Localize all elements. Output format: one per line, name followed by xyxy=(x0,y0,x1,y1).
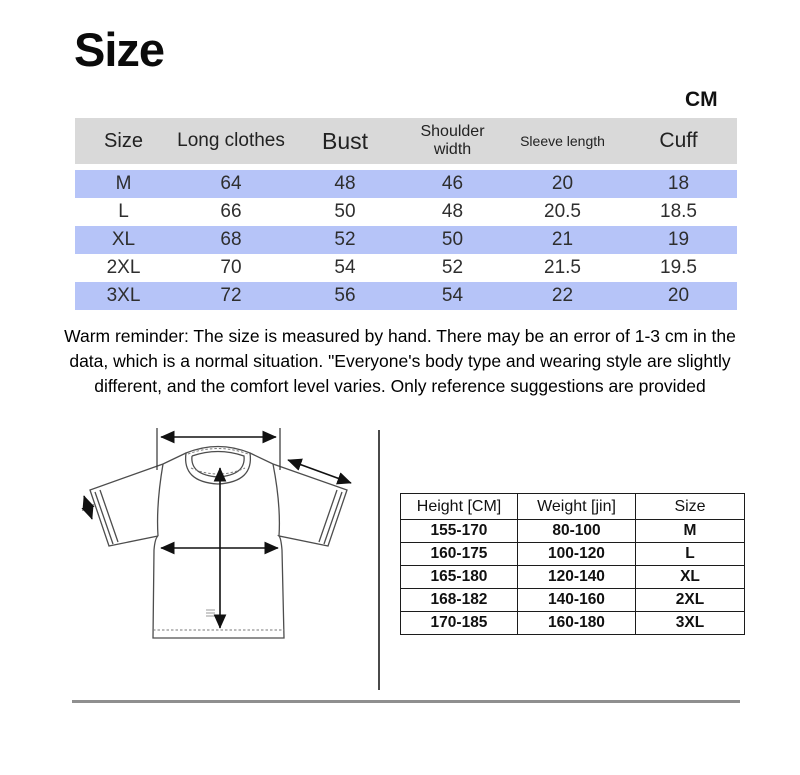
cell-height: 168-182 xyxy=(400,588,518,612)
table-row: 155-170 80-100 M xyxy=(400,519,745,543)
table-row: 2XL 70 54 52 21.5 19.5 xyxy=(75,254,737,282)
fit-table-header-row: Height [CM] Weight [jin] Size xyxy=(400,493,745,520)
cell-height: 160-175 xyxy=(400,542,518,566)
cell-long-clothes: 70 xyxy=(220,257,242,278)
cell-shoulder-width: 50 xyxy=(441,229,464,250)
fit-header-weight: Weight [jin] xyxy=(517,493,636,520)
cell-cuff: 18 xyxy=(667,173,690,194)
warm-reminder-line: different, and the comfort level varies.… xyxy=(94,376,706,396)
table-row: 160-175 100-120 L xyxy=(400,542,745,566)
cell-size: L xyxy=(635,542,745,566)
cell-bust: 56 xyxy=(334,285,356,306)
cell-sleeve-length: 20 xyxy=(551,173,574,194)
cell-weight: 140-160 xyxy=(517,588,636,612)
cell-sleeve-length: 21.5 xyxy=(544,257,581,278)
table-row: L 66 50 48 20.5 18.5 xyxy=(75,198,737,226)
cell-bust: 48 xyxy=(334,173,356,194)
cell-height: 165-180 xyxy=(400,565,518,589)
table-row: M 64 48 46 20 18 xyxy=(75,170,737,198)
cell-size: 2XL xyxy=(106,257,141,278)
header-long-clothes: Long clothes xyxy=(177,130,285,151)
warm-reminder-line: Warm reminder: The size is measured by h… xyxy=(64,326,736,346)
cell-sleeve-length: 21 xyxy=(551,229,574,250)
tshirt-measurement-diagram xyxy=(62,420,378,680)
table-row: 170-185 160-180 3XL xyxy=(400,611,745,635)
cell-height: 155-170 xyxy=(400,519,518,543)
bottom-divider xyxy=(72,700,740,703)
header-shoulder-width: Shoulder width xyxy=(420,122,485,158)
warm-reminder: Warm reminder: The size is measured by h… xyxy=(0,324,800,399)
sleeve-length-arrow xyxy=(287,458,352,485)
cell-long-clothes: 68 xyxy=(220,229,242,250)
table-row: XL 68 52 50 21 19 xyxy=(75,226,737,254)
cell-weight: 80-100 xyxy=(517,519,636,543)
cell-height: 170-185 xyxy=(400,611,518,635)
fit-header-height: Height [CM] xyxy=(400,493,518,520)
table-row: 168-182 140-160 2XL xyxy=(400,588,745,612)
cell-cuff: 19 xyxy=(667,229,690,250)
cell-bust: 52 xyxy=(334,229,356,250)
cell-shoulder-width: 48 xyxy=(441,201,464,222)
fit-table: Height [CM] Weight [jin] Size 155-170 80… xyxy=(400,493,745,635)
table-row: 3XL 72 56 54 22 20 xyxy=(75,282,737,310)
cell-size: L xyxy=(118,201,129,222)
cell-size: XL xyxy=(635,565,745,589)
cell-size: XL xyxy=(111,229,136,250)
cell-cuff: 19.5 xyxy=(660,257,697,278)
cell-weight: 120-140 xyxy=(517,565,636,589)
tshirt-diagram-icon xyxy=(81,428,352,639)
header-cuff: Cuff xyxy=(659,129,698,152)
cell-bust: 50 xyxy=(334,201,356,222)
care-label-icon xyxy=(206,609,215,617)
cell-sleeve-length: 20.5 xyxy=(544,201,581,222)
cell-shoulder-width: 46 xyxy=(441,173,464,194)
fit-header-size: Size xyxy=(635,493,745,520)
cell-size: M xyxy=(115,173,132,194)
cell-bust: 54 xyxy=(334,257,356,278)
cell-size: 3XL xyxy=(106,285,141,306)
unit-label: CM xyxy=(685,88,718,111)
vertical-divider xyxy=(378,430,380,690)
cell-shoulder-width: 52 xyxy=(441,257,464,278)
cell-long-clothes: 66 xyxy=(220,201,242,222)
shoulder-width-arrow xyxy=(156,428,281,470)
cell-weight: 100-120 xyxy=(517,542,636,566)
size-table: Size Long clothes Bust Shoulder width Sl… xyxy=(75,118,737,310)
cell-long-clothes: 64 xyxy=(220,173,242,194)
cell-size: 3XL xyxy=(635,611,745,635)
header-bust: Bust xyxy=(321,127,369,154)
cuff-arrow xyxy=(81,495,95,520)
warm-reminder-line: data, which is a normal situation. "Ever… xyxy=(69,351,731,371)
cell-cuff: 18.5 xyxy=(660,201,697,222)
cell-weight: 160-180 xyxy=(517,611,636,635)
header-size: Size xyxy=(104,129,143,152)
table-row: 165-180 120-140 XL xyxy=(400,565,745,589)
page-title: Size xyxy=(74,23,165,76)
cell-sleeve-length: 22 xyxy=(551,285,574,306)
cell-shoulder-width: 54 xyxy=(441,285,464,306)
cell-size: M xyxy=(635,519,745,543)
size-table-header: Size Long clothes Bust Shoulder width Sl… xyxy=(75,118,737,164)
size-table-body: M 64 48 46 20 18 L 66 50 48 20.5 18.5 XL… xyxy=(75,170,737,310)
cell-size: 2XL xyxy=(635,588,745,612)
cell-cuff: 20 xyxy=(667,285,690,306)
header-sleeve-length: Sleeve length xyxy=(520,132,605,149)
cell-long-clothes: 72 xyxy=(220,285,242,306)
